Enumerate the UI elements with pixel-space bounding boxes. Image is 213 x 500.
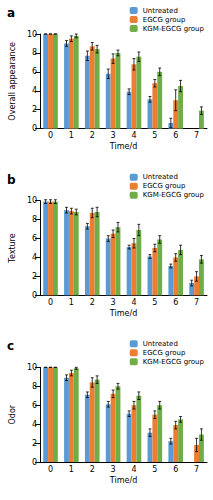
svg-text:1: 1 (69, 298, 74, 307)
svg-text:4: 4 (32, 253, 37, 262)
svg-text:5: 5 (152, 465, 157, 474)
svg-text:KGM-EGCG group: KGM-EGCG group (143, 191, 205, 199)
svg-text:2: 2 (32, 439, 37, 448)
svg-text:8: 8 (32, 382, 37, 391)
svg-text:1: 1 (69, 465, 74, 474)
svg-text:Time/d: Time/d (109, 142, 137, 151)
svg-text:6: 6 (32, 234, 37, 243)
svg-text:c: c (7, 339, 14, 353)
svg-text:Time/d: Time/d (109, 309, 137, 318)
svg-text:2: 2 (32, 272, 37, 281)
svg-text:10: 10 (27, 363, 37, 372)
svg-text:2: 2 (90, 465, 95, 474)
svg-text:4: 4 (131, 465, 136, 474)
svg-text:KGM-EGCG group: KGM-EGCG group (143, 25, 205, 33)
svg-text:8: 8 (32, 48, 37, 57)
svg-text:8: 8 (32, 215, 37, 224)
svg-text:3: 3 (111, 131, 116, 140)
svg-text:4: 4 (131, 131, 136, 140)
svg-text:10: 10 (27, 30, 37, 39)
svg-text:5: 5 (152, 131, 157, 140)
svg-text:2: 2 (90, 298, 95, 307)
svg-text:3: 3 (111, 465, 116, 474)
svg-text:b: b (7, 173, 16, 187)
svg-text:0: 0 (32, 458, 37, 467)
svg-text:Texture: Texture (8, 233, 17, 263)
svg-text:6: 6 (173, 131, 178, 140)
svg-text:0: 0 (48, 298, 53, 307)
svg-text:7: 7 (194, 298, 199, 307)
svg-text:2: 2 (32, 105, 37, 114)
svg-text:10: 10 (27, 196, 37, 205)
svg-text:6: 6 (173, 298, 178, 307)
svg-text:Odor: Odor (8, 404, 17, 424)
svg-text:0: 0 (32, 291, 37, 300)
svg-text:2: 2 (90, 131, 95, 140)
svg-text:0: 0 (48, 465, 53, 474)
svg-text:4: 4 (32, 420, 37, 429)
svg-text:KGM-EGCG group: KGM-EGCG group (143, 358, 205, 366)
svg-text:Untreated: Untreated (143, 173, 178, 181)
svg-text:a: a (7, 6, 15, 20)
svg-text:4: 4 (32, 86, 37, 95)
svg-text:EGCG group: EGCG group (143, 182, 186, 190)
svg-text:6: 6 (32, 401, 37, 410)
svg-text:5: 5 (152, 298, 157, 307)
svg-text:0: 0 (48, 131, 53, 140)
svg-text:6: 6 (173, 465, 178, 474)
svg-text:Time/d: Time/d (109, 476, 137, 485)
svg-text:Untreated: Untreated (143, 7, 178, 15)
svg-text:1: 1 (69, 131, 74, 140)
svg-text:4: 4 (131, 298, 136, 307)
svg-text:6: 6 (32, 67, 37, 76)
svg-text:EGCG group: EGCG group (143, 349, 186, 357)
svg-text:0: 0 (32, 124, 37, 133)
svg-text:Untreated: Untreated (143, 340, 178, 348)
svg-text:3: 3 (111, 298, 116, 307)
svg-text:7: 7 (194, 131, 199, 140)
svg-text:EGCG group: EGCG group (143, 16, 186, 24)
svg-text:7: 7 (194, 465, 199, 474)
svg-text:Overall appearance: Overall appearance (8, 42, 17, 121)
